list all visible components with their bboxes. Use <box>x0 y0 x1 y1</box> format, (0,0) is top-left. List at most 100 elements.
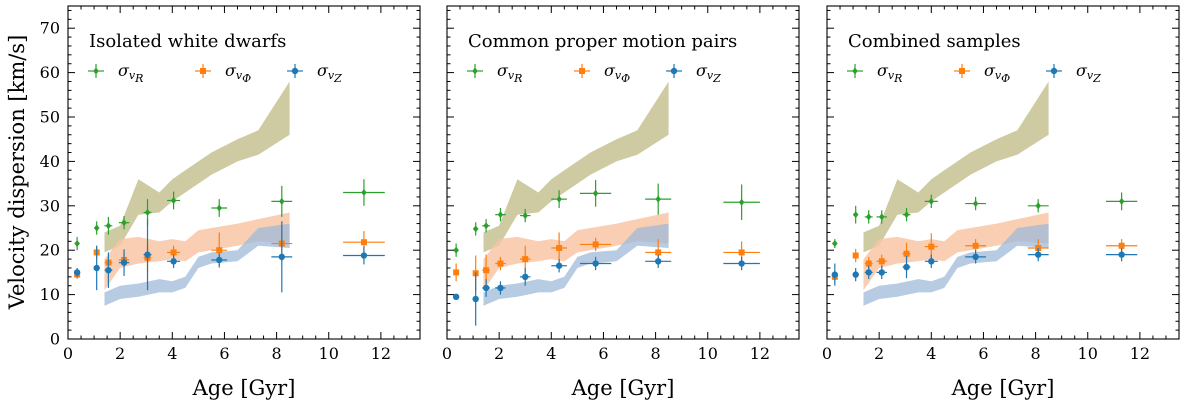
point-sigma_Phi <box>216 247 223 254</box>
point-sigma_R <box>216 204 222 212</box>
point-sigma_Z <box>1118 251 1125 258</box>
legend-label: σvΦ <box>604 61 630 85</box>
point-sigma_R <box>472 225 479 233</box>
ticks <box>446 6 799 340</box>
legend-marker <box>1050 67 1058 75</box>
point-sigma_R <box>483 222 489 230</box>
y-tick-label: 0 <box>50 330 60 349</box>
point-sigma_Z <box>144 251 151 258</box>
legend-marker <box>959 68 965 74</box>
point-sigma_Z <box>360 252 368 259</box>
x-tick-label: 10 <box>319 344 339 363</box>
point-sigma_R <box>852 211 859 219</box>
legend-marker <box>579 68 585 74</box>
legend-symbol: σ <box>497 61 509 80</box>
legend-subsubscript: R <box>893 72 902 85</box>
legend-symbol: σ <box>225 61 237 80</box>
model-band-sigma-R <box>483 81 669 253</box>
point-sigma_R <box>928 197 934 205</box>
point-sigma_Z <box>120 259 128 266</box>
ticks <box>67 6 420 340</box>
legend-subsubscript: Z <box>1092 72 1101 85</box>
legend-symbol: σ <box>604 61 616 80</box>
x-tick-label: 10 <box>698 344 718 363</box>
model-bands <box>863 81 1049 306</box>
x-tick-label: 4 <box>167 344 177 363</box>
legend-subscript: v <box>328 69 335 82</box>
point-sigma_R <box>522 211 528 220</box>
legend-symbol: σ <box>696 61 708 80</box>
y-tick-label: 20 <box>40 241 60 260</box>
legend-symbol: σ <box>1076 61 1088 80</box>
model-band-sigma-Phi <box>863 212 1049 291</box>
x-tick-label: 8 <box>271 344 281 363</box>
point-sigma_R <box>879 213 885 221</box>
point-sigma_Z <box>738 260 745 267</box>
point-sigma_Phi <box>592 241 599 248</box>
x-tick-label: 12 <box>371 344 391 363</box>
model-band-sigma-Z <box>483 223 669 306</box>
x-tick-label: 0 <box>442 344 452 363</box>
point-sigma_R <box>74 239 80 248</box>
point-sigma_R <box>903 211 910 219</box>
legend-marker <box>291 67 299 75</box>
data-points <box>831 192 1138 286</box>
ticks <box>826 6 1179 340</box>
legend-symbol: σ <box>317 61 329 80</box>
legend-label: σvR <box>497 61 522 85</box>
x-tick-label: 8 <box>1030 344 1040 363</box>
legend-label: σvZ <box>696 61 721 85</box>
point-sigma_Z <box>216 256 223 264</box>
x-tick-label: 2 <box>874 344 884 363</box>
point-sigma_Z <box>472 295 479 303</box>
legend-label: σvΦ <box>225 61 251 85</box>
point-sigma_R <box>93 224 100 232</box>
legend-subsubscript: R <box>134 72 143 85</box>
x-tick-label: 4 <box>926 344 936 363</box>
x-tick-label: 8 <box>650 344 660 363</box>
point-sigma_R <box>556 195 562 203</box>
point-sigma_Phi <box>928 243 935 250</box>
point-sigma_Phi <box>903 250 910 257</box>
point-sigma_Phi <box>360 239 367 246</box>
point-sigma_R <box>453 246 459 254</box>
legend-subscript: v <box>707 69 714 82</box>
point-sigma_Z <box>972 253 979 261</box>
point-sigma_Z <box>452 293 460 301</box>
y-tick-label: 70 <box>40 19 60 38</box>
y-tick-label: 60 <box>40 63 60 82</box>
legend: σvR σvΦ σvZ <box>467 61 721 85</box>
point-sigma_R <box>121 219 127 227</box>
legend-symbol: σ <box>118 61 130 80</box>
point-sigma_Z <box>482 284 490 292</box>
x-axis-label: Age [Gyr] <box>951 376 1055 400</box>
panel-title: Isolated white dwarfs <box>89 31 286 52</box>
model-band-sigma-R <box>863 81 1049 253</box>
model-band-sigma-Z <box>863 223 1049 306</box>
x-tick-label: 2 <box>115 344 125 363</box>
legend-marker <box>472 67 478 75</box>
point-sigma_Z <box>170 258 177 265</box>
model-band-sigma-R <box>104 81 290 253</box>
legend-subscript: v <box>508 69 515 82</box>
model-band-sigma-Z <box>104 223 290 306</box>
model-bands <box>483 81 669 306</box>
point-sigma_Z <box>555 262 563 269</box>
point-sigma_Z <box>903 263 910 271</box>
point-sigma_Phi <box>556 244 563 251</box>
y-tick-label: 30 <box>40 196 60 215</box>
data-points <box>452 180 760 326</box>
model-band-sigma-Phi <box>104 212 290 291</box>
point-sigma_Z <box>73 269 81 276</box>
point-sigma_Z <box>278 253 286 261</box>
legend-marker <box>200 68 206 74</box>
x-tick-label: 6 <box>598 344 608 363</box>
legend-marker <box>852 67 858 75</box>
x-tick-label: 10 <box>1078 344 1098 363</box>
legend-subscript: v <box>236 69 243 82</box>
point-sigma_Phi <box>878 258 885 265</box>
x-tick-label: 4 <box>546 344 556 363</box>
x-tick-label: 6 <box>219 344 229 363</box>
